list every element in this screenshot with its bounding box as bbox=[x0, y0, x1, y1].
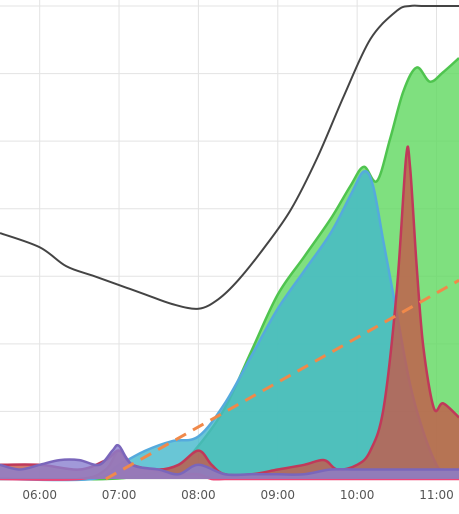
series-1-area bbox=[0, 171, 459, 481]
x-tick-label: 08:00 bbox=[181, 488, 216, 502]
series-4-line bbox=[0, 443, 459, 477]
x-tick-label: 10:00 bbox=[340, 488, 375, 502]
x-tick-label: 06:00 bbox=[22, 488, 57, 502]
x-axis: 06:00 07:00 08:00 09:00 10:00 11:00 bbox=[22, 488, 453, 502]
x-tick-label: 07:00 bbox=[102, 488, 137, 502]
series-5-line bbox=[0, 4, 459, 310]
series-3-area bbox=[0, 146, 459, 479]
series-layer bbox=[0, 4, 459, 482]
series-6-trend-line bbox=[105, 279, 459, 481]
x-tick-label: 11:00 bbox=[419, 488, 454, 502]
x-tick-label: 09:00 bbox=[260, 488, 295, 502]
series-4-area bbox=[0, 445, 459, 479]
